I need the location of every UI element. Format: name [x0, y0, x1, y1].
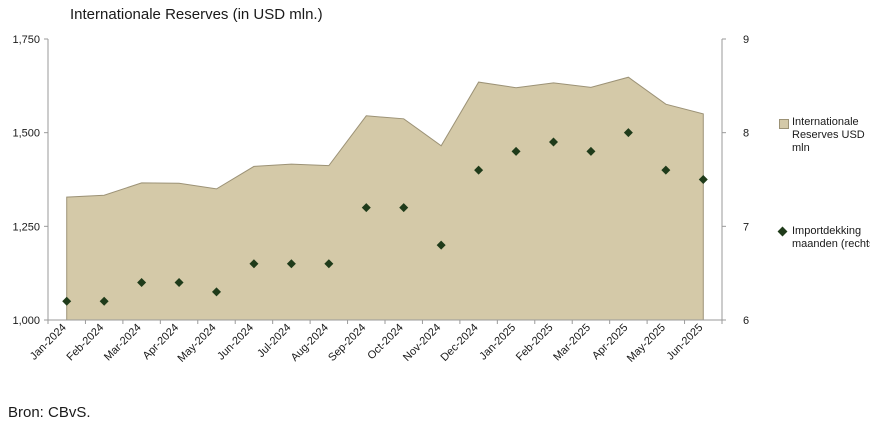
importdekking-point [324, 259, 334, 269]
importdekking-point [549, 137, 558, 147]
x-tick-label: Feb-2025 [514, 322, 556, 364]
y-tick-label-right: 6 [743, 315, 749, 327]
x-tick-label: Nov-2024 [401, 322, 443, 364]
x-tick-label: Oct-2024 [365, 322, 405, 362]
x-tick-label: Mar-2024 [102, 322, 144, 364]
importdekking-point [361, 203, 371, 213]
importdekking-point [511, 146, 521, 156]
importdekking-point [99, 296, 109, 306]
y-tick-label-right: 8 [743, 128, 749, 140]
importdekking-point [62, 296, 72, 306]
x-tick-label: Dec-2024 [439, 322, 481, 364]
reserves-area [66, 76, 704, 321]
importdekking-point [399, 203, 409, 213]
x-tick-label: May-2025 [625, 322, 668, 365]
importdekking-point [436, 240, 446, 250]
square-icon [779, 119, 789, 129]
x-tick-label: Jan-2024 [28, 322, 69, 363]
x-tick-label: Jun-2025 [664, 322, 705, 363]
x-tick-label: Sep-2024 [326, 322, 368, 364]
importdekking-point [698, 175, 708, 184]
importdekking-point [474, 165, 484, 175]
y-tick-label-left: 1,750 [12, 34, 40, 46]
importdekking-point [661, 165, 671, 175]
importdekking-point [249, 259, 259, 269]
source-note: Bron: CBvS. [8, 404, 91, 421]
y-tick-label-left: 1,250 [12, 221, 40, 233]
x-tick-label: Jul-2024 [255, 322, 293, 360]
x-tick-label: Jan-2025 [477, 322, 518, 363]
y-tick-label-right: 9 [743, 34, 749, 46]
y-tick-label-right: 7 [743, 221, 749, 233]
y-tick-label-left: 1,000 [12, 315, 40, 327]
importdekking-point [137, 278, 147, 288]
x-tick-label: Feb-2024 [65, 322, 107, 364]
importdekking-point [586, 146, 596, 156]
importdekking-point [623, 128, 633, 138]
importdekking-point [212, 287, 221, 297]
importdekking-point [174, 278, 184, 288]
x-tick-label: Aug-2024 [289, 322, 331, 364]
x-tick-label: Mar-2025 [551, 322, 593, 364]
legend-label: Internationale Reserves USD mln [792, 116, 865, 154]
chart-title: Internationale Reserves (in USD mln.) [70, 6, 323, 23]
y-tick-label-left: 1,500 [12, 128, 40, 140]
x-tick-label: May-2024 [176, 322, 219, 365]
legend-label: Importdekking maanden (rechts) [792, 225, 870, 250]
x-tick-label: Jun-2024 [215, 322, 256, 363]
importdekking-point [286, 259, 296, 269]
